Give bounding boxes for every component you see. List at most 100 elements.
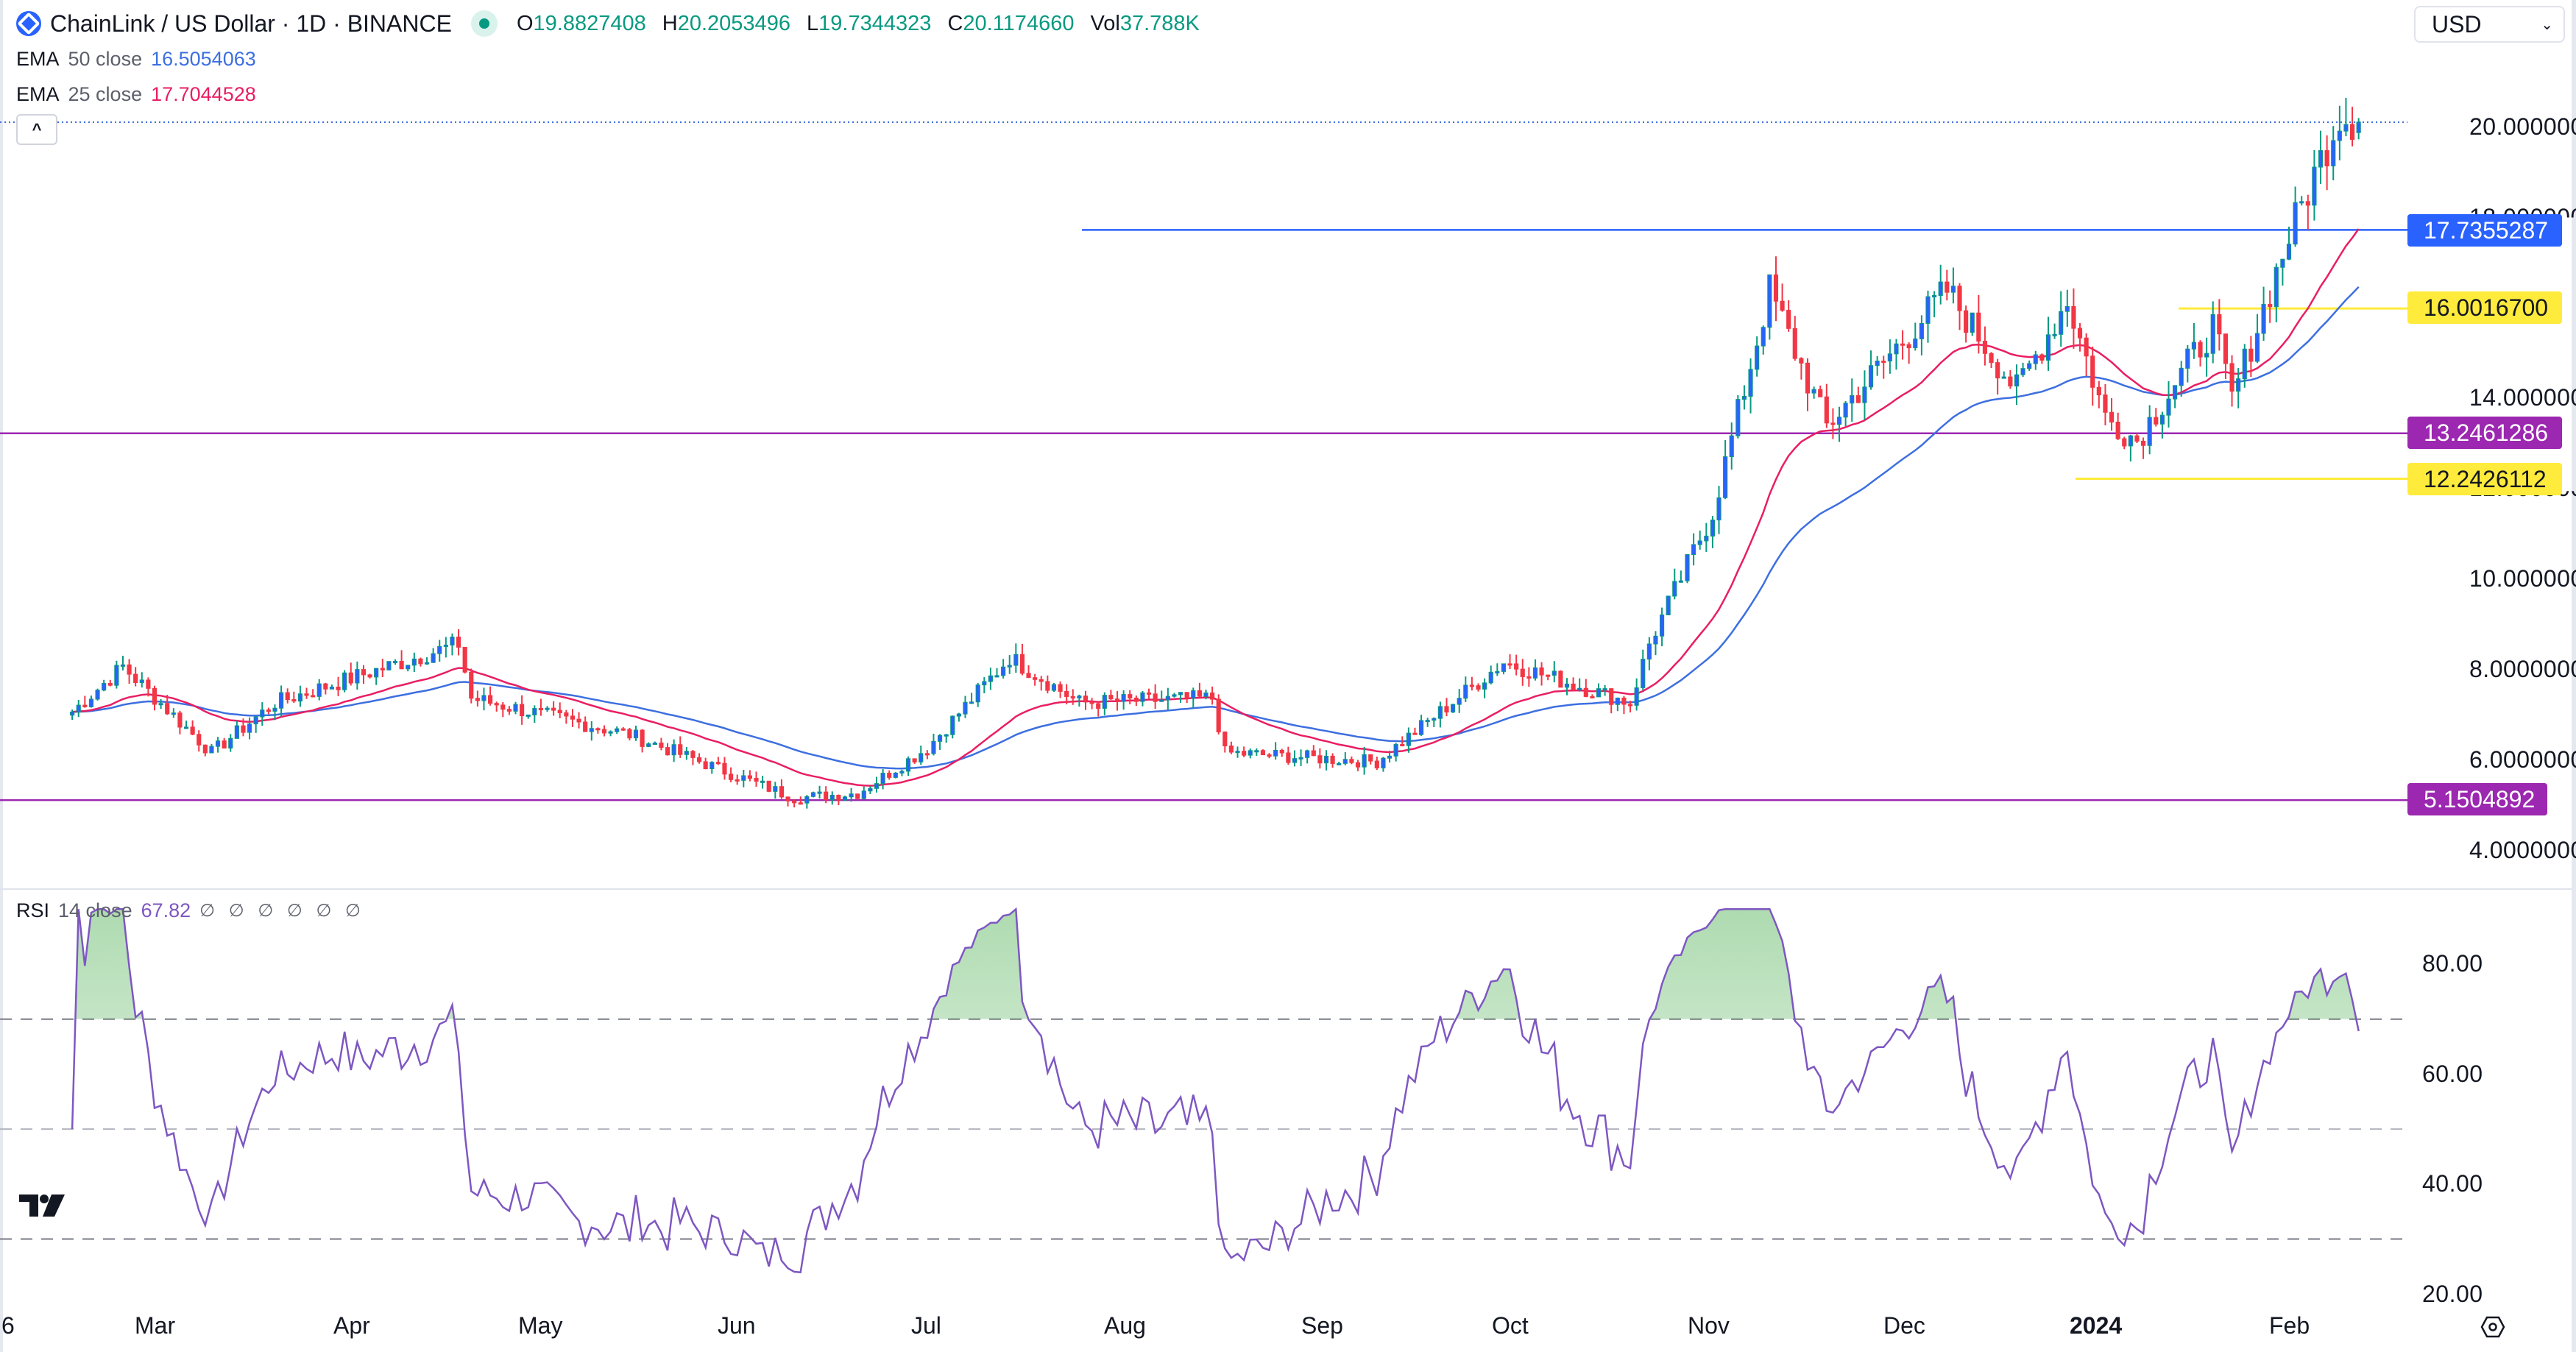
candle <box>152 685 158 711</box>
candle <box>810 791 816 798</box>
symbol-title[interactable]: ChainLink / US Dollar · 1D · BINANCE <box>50 10 452 37</box>
candle <box>380 659 385 678</box>
candle <box>1495 663 1500 676</box>
candle <box>564 709 569 724</box>
candle <box>671 739 676 762</box>
pane-separator[interactable] <box>0 888 2572 890</box>
candle <box>2331 126 2336 181</box>
price-tick: 20.0000000 <box>2469 113 2576 140</box>
candle <box>266 707 271 715</box>
candle <box>1995 358 2000 395</box>
tradingview-logo-icon[interactable] <box>19 1194 66 1220</box>
candle <box>1532 659 1538 681</box>
candle <box>1254 748 1259 756</box>
candle <box>247 717 252 740</box>
candle <box>868 786 873 794</box>
candle <box>1349 756 1354 765</box>
close-value: 20.1174660 <box>963 12 1075 35</box>
ema25-legend[interactable]: EMA 25 close 17.7044528 <box>16 77 1200 112</box>
time-label: 6 <box>1 1312 15 1339</box>
candle <box>107 679 113 687</box>
candle <box>1805 358 1811 411</box>
candle <box>620 727 626 731</box>
candle <box>779 779 785 799</box>
candle <box>2109 397 2115 431</box>
currency-select[interactable]: USD ⌄ <box>2414 6 2565 43</box>
candle <box>931 733 936 756</box>
time-label: Dec <box>1883 1312 1925 1339</box>
ema25-line <box>71 228 2360 787</box>
candle <box>2064 289 2070 327</box>
candle <box>361 665 367 684</box>
candle <box>1862 370 1867 420</box>
candle <box>520 695 525 725</box>
candle <box>1114 691 1120 711</box>
settings-icon[interactable] <box>2480 1316 2505 1342</box>
candle <box>386 661 392 670</box>
candle <box>1716 486 1722 534</box>
candle <box>1875 355 1880 376</box>
candle <box>1058 681 1063 698</box>
low-value: 19.7344323 <box>818 12 932 35</box>
candle <box>1457 689 1462 713</box>
candle <box>2027 360 2032 371</box>
candle <box>1368 754 1373 765</box>
candle <box>1546 674 1551 681</box>
price-tag-yellow-lower[interactable]: 12.2426112 <box>2407 463 2562 495</box>
candle <box>1451 704 1456 713</box>
candle <box>2147 405 2152 455</box>
candle <box>912 758 917 764</box>
candle <box>418 657 423 667</box>
candle <box>1723 440 1728 500</box>
candle <box>1286 746 1291 765</box>
candle <box>2324 135 2329 191</box>
candle <box>1659 607 1665 647</box>
candle <box>1203 690 1209 700</box>
candle <box>355 661 360 690</box>
candle <box>798 796 803 805</box>
chevron-down-icon: ⌄ <box>2541 16 2553 33</box>
candle <box>1267 753 1272 759</box>
candle <box>703 757 708 770</box>
candle <box>1539 662 1544 686</box>
candle <box>1932 291 1937 318</box>
price-tag-purple-lower[interactable]: 5.1504892 <box>2407 783 2547 815</box>
chainlink-logo-icon <box>16 11 41 36</box>
candle <box>2084 333 2089 376</box>
candle <box>735 774 740 785</box>
ema50-legend[interactable]: EMA 50 close 16.5054063 <box>16 41 1200 77</box>
candle <box>1001 659 1006 679</box>
candle <box>2286 226 2292 261</box>
candle <box>557 702 562 718</box>
candle <box>785 796 790 807</box>
price-tag-resistance[interactable]: 17.7355287 <box>2407 214 2562 247</box>
candle <box>595 727 601 734</box>
candle <box>1799 357 1804 380</box>
candle <box>500 701 506 718</box>
price-tag-purple-upper[interactable]: 13.2461286 <box>2407 417 2562 449</box>
candle <box>722 757 727 780</box>
candle <box>513 701 518 715</box>
right-border <box>2572 0 2576 1352</box>
candle <box>190 720 195 735</box>
candle <box>1216 694 1221 735</box>
collapse-legend-button[interactable]: ^ <box>16 114 57 145</box>
candle <box>215 737 221 753</box>
candle <box>2122 436 2127 450</box>
candle <box>792 799 797 808</box>
candle <box>1026 665 1031 679</box>
candle <box>532 705 537 723</box>
rsi-pane <box>0 907 2407 1274</box>
candle <box>1900 330 1906 360</box>
candle <box>665 743 670 756</box>
candle <box>696 753 702 764</box>
candle <box>715 757 721 765</box>
time-label: Mar <box>135 1312 176 1339</box>
candle <box>1748 358 1753 414</box>
candle <box>652 741 657 745</box>
price-tag-yellow-upper[interactable]: 16.0016700 <box>2407 291 2562 324</box>
candle <box>1646 637 1652 670</box>
rsi-legend[interactable]: RSI 14 close 67.82 ∅ ∅ ∅ ∅ ∅ ∅ <box>16 899 365 922</box>
candle <box>1653 631 1658 656</box>
